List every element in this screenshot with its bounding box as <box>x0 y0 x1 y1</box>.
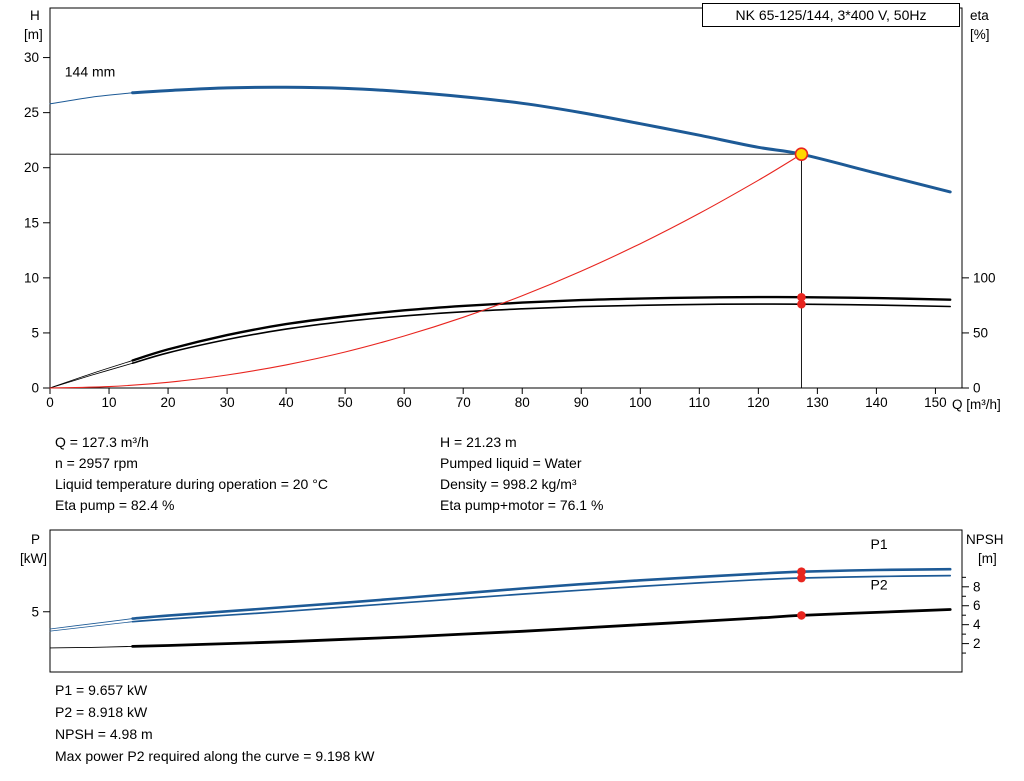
y-left-tick-label: 5 <box>31 604 39 619</box>
x-tick-label: 140 <box>865 395 888 410</box>
y-left-axis-label: H <box>30 8 40 23</box>
info-line-liquid-temp: Liquid temperature during operation = 20… <box>55 476 328 492</box>
eta-pump-motor-curve <box>49 303 951 389</box>
y-right-axis-label: [m] <box>978 551 997 566</box>
y-right-tick-label: 4 <box>973 617 981 632</box>
p1-curve <box>49 567 952 630</box>
pump-title: NK 65-125/144, 3*400 V, 50Hz <box>735 7 927 23</box>
info-line-npsh: NPSH = 4.98 m <box>55 726 153 742</box>
p1-curve-label: P1 <box>871 536 888 552</box>
info-line-p1: P1 = 9.657 kW <box>55 682 148 698</box>
npsh-point-marker <box>797 611 806 620</box>
y-left-tick-label: 0 <box>31 381 39 396</box>
p2-curve-label: P2 <box>871 576 888 592</box>
eta-pump-point-marker <box>797 292 806 302</box>
head_chart: 0 10 20 30 40 50 60 70 80 90 100 110 120 130 140 150 Q [… <box>24 7 1001 412</box>
x-tick-label: 130 <box>806 395 829 410</box>
y-right-axis-label: NPSH <box>966 532 1004 547</box>
p2-point-marker <box>797 573 806 583</box>
pump-curve-144mm <box>49 85 952 194</box>
p1-point-marker <box>797 567 806 576</box>
pump-title-box: NK 65-125/144, 3*400 V, 50Hz <box>702 3 960 27</box>
y-right-tick-label: 6 <box>973 598 981 613</box>
y-right-tick-label: 8 <box>973 579 981 594</box>
duty-info-right-column: H = 21.23 m Pumped liquid = Water Densit… <box>440 432 603 516</box>
y-left-axis-label: [kW] <box>20 551 47 566</box>
duty-info-left-column: Q = 127.3 m³/h n = 2957 rpm Liquid tempe… <box>55 432 328 516</box>
info-line-head: H = 21.23 m <box>440 434 517 450</box>
npsh-curve <box>49 608 952 649</box>
info-line-pumped-liquid: Pumped liquid = Water <box>440 455 582 471</box>
y-right-axis-label: eta <box>970 8 989 23</box>
system-curve <box>49 153 802 389</box>
y-left-tick-label: 25 <box>24 105 39 120</box>
x-tick-label: 70 <box>456 395 471 410</box>
x-tick-label: 80 <box>515 395 530 410</box>
y-right-tick-label: 50 <box>973 325 988 340</box>
impeller-size-label: 144 mm <box>65 63 116 79</box>
x-tick-label: 30 <box>220 395 235 410</box>
power-info-block: P1 = 9.657 kW P2 = 8.918 kW NPSH = 4.98 … <box>55 679 374 767</box>
info-line-eta-pump: Eta pump = 82.4 % <box>55 497 175 513</box>
y-right-tick-label: 0 <box>973 381 981 396</box>
x-tick-label: 0 <box>46 395 54 410</box>
x-tick-label: 90 <box>574 395 589 410</box>
eta-pump-motor-point-marker <box>797 299 806 309</box>
x-tick-label: 120 <box>747 395 770 410</box>
x-axis-label: Q [m³/h] <box>952 397 1001 412</box>
info-line-eta-pump-motor: Eta pump+motor = 76.1 % <box>440 497 604 513</box>
y-right-tick-label: 2 <box>973 636 981 651</box>
x-tick-label: 40 <box>279 395 294 410</box>
y-left-tick-label: 15 <box>24 215 39 230</box>
y-left-axis-label: [m] <box>24 27 43 42</box>
x-tick-label: 10 <box>102 395 117 410</box>
y-right-axis-label: [%] <box>970 27 990 42</box>
x-tick-label: 100 <box>629 395 652 410</box>
y-left-tick-label: 30 <box>24 50 39 65</box>
y-left-axis-label: P <box>31 532 40 547</box>
eta-pump-curve <box>49 295 952 389</box>
x-tick-label: 110 <box>689 395 711 410</box>
info-line-speed: n = 2957 rpm <box>55 455 138 471</box>
x-tick-label: 50 <box>338 395 353 410</box>
x-tick-label: 150 <box>924 395 947 410</box>
y-left-tick-label: 10 <box>24 270 39 285</box>
info-line-max-power: Max power P2 required along the curve = … <box>55 748 375 764</box>
power_chart: 5 2 4 6 8 P [kW] NPSH [m] P1 P2 <box>20 529 1004 673</box>
info-line-p2: P2 = 8.918 kW <box>55 704 148 720</box>
y-right-tick-label: 100 <box>973 270 996 285</box>
duty-point-marker <box>794 147 809 161</box>
p2-curve <box>49 574 952 632</box>
x-tick-label: 60 <box>397 395 412 410</box>
info-line-q: Q = 127.3 m³/h <box>55 434 149 450</box>
y-left-tick-label: 5 <box>31 325 39 340</box>
info-line-density: Density = 998.2 kg/m³ <box>440 476 577 492</box>
x-tick-label: 20 <box>161 395 176 410</box>
y-left-tick-label: 20 <box>24 160 39 175</box>
